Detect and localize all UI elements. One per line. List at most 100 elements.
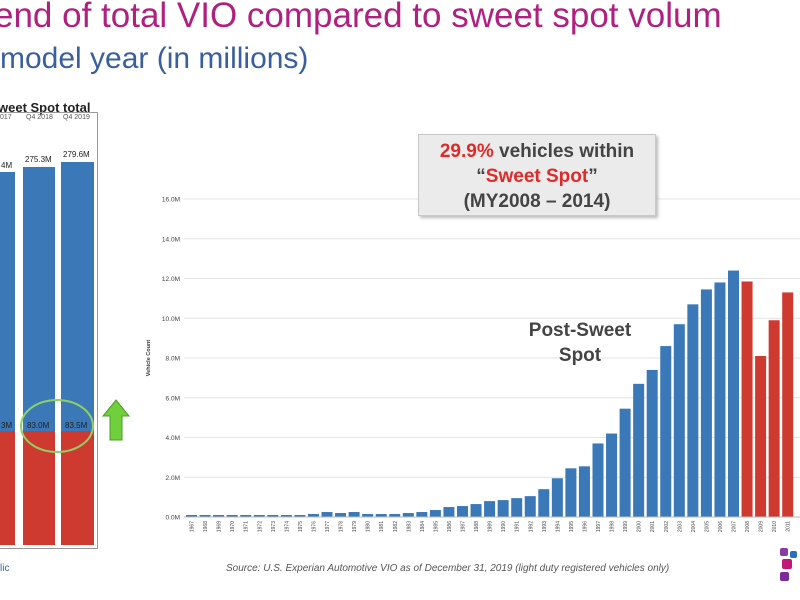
experian-logo-icon	[780, 548, 797, 581]
bar	[497, 500, 509, 517]
x-tick-label: 1992	[528, 521, 534, 532]
x-tick-label: 1968	[203, 521, 209, 532]
bar	[673, 324, 685, 517]
x-tick-label: 1970	[230, 521, 236, 532]
callout-sweet: Sweet Spot	[485, 166, 589, 187]
x-tick-label: 1976	[311, 521, 317, 532]
y-axis-label: Vehicle Count	[146, 340, 152, 377]
bar	[294, 515, 306, 517]
bar	[755, 356, 767, 517]
y-tick-label: 0.0M	[166, 515, 180, 522]
bar	[470, 504, 482, 517]
x-tick-label: 2010	[772, 521, 778, 532]
bar	[240, 515, 252, 517]
bar	[768, 320, 780, 517]
title-line1: end of total VIO compared to sweet spot …	[0, 0, 722, 35]
bar	[375, 514, 387, 517]
total-bar-2018	[23, 167, 55, 431]
y-tick-label: 4.0M	[166, 435, 180, 442]
bar	[186, 515, 197, 517]
bar	[307, 514, 319, 517]
bar	[511, 498, 523, 517]
bar	[443, 507, 455, 517]
callout-quote-close: ”	[588, 166, 598, 187]
x-tick-label: 1985	[433, 521, 439, 532]
y-tick-label: 14.0M	[162, 236, 180, 243]
callout-percent: 29.9%	[439, 141, 494, 162]
x-tick-label: 2003	[677, 521, 683, 532]
bar	[660, 346, 672, 517]
x-tick-label: 1996	[582, 521, 588, 532]
x-tick-label: 2005	[704, 521, 710, 532]
bar	[253, 515, 265, 517]
bar	[714, 282, 726, 517]
callout-line1: 29.9% vehicles within	[419, 139, 655, 164]
x-tick-label: 1974	[284, 521, 290, 532]
bar	[402, 513, 414, 517]
bar	[457, 506, 468, 517]
x-tick-label: 1997	[596, 521, 602, 532]
x-tick-label: 1975	[298, 521, 304, 532]
x-tick-label: 1999	[623, 521, 629, 532]
bar	[389, 514, 401, 517]
bar	[226, 515, 238, 517]
bar	[321, 512, 333, 517]
total-label-2017: 4M	[1, 161, 13, 170]
bar	[700, 289, 712, 517]
x-tick-label: 1998	[610, 521, 616, 532]
quarter-label-2: Q4 2018	[26, 114, 53, 121]
total-bar-2019	[61, 162, 94, 431]
total-bar-2017	[0, 172, 15, 431]
x-tick-label: 1983	[406, 521, 412, 532]
total-label-2018: 275.3M	[25, 155, 52, 164]
x-tick-label: 2006	[718, 521, 724, 532]
x-tick-label: 1973	[271, 521, 277, 532]
x-tick-label: 1995	[569, 521, 575, 532]
x-tick-label: 2008	[745, 521, 751, 532]
sweet-spot-callout: 29.9% vehicles within “Sweet Spot” (MY20…	[418, 134, 656, 216]
x-tick-label: 1987	[461, 521, 467, 532]
bar	[199, 515, 211, 517]
x-tick-label: 1989	[488, 521, 494, 532]
bar	[524, 496, 536, 517]
x-tick-label: 1990	[501, 521, 507, 532]
x-tick-label: 2011	[786, 521, 792, 532]
callout-text1: vehicles within	[493, 141, 635, 162]
left-panel-title: weet Spot total	[0, 100, 90, 115]
bar	[484, 501, 496, 517]
annotation-line1: Post-Sweet	[528, 320, 632, 341]
left-panel-title-part: weet Spot	[0, 100, 60, 115]
source-note: Source: U.S. Experian Automotive VIO as …	[226, 563, 670, 574]
x-tick-label: 2009	[759, 521, 765, 532]
bar	[348, 512, 360, 517]
bar	[741, 281, 753, 517]
sweet-label-2017: 3M	[1, 421, 13, 430]
quarter-label-1: 017	[0, 114, 12, 121]
bar	[416, 512, 428, 517]
sweet-bar-2017	[0, 431, 15, 545]
x-tick-label: 1993	[542, 521, 548, 532]
x-tick-label: 1982	[393, 521, 399, 532]
x-tick-label: 1979	[352, 521, 358, 532]
left-panel-title-total: total	[63, 100, 91, 115]
bar	[687, 304, 699, 517]
highlight-oval	[20, 399, 94, 453]
bar	[335, 513, 347, 517]
y-tick-label: 8.0M	[166, 356, 180, 363]
left-panel-frame	[0, 112, 98, 549]
bar	[728, 270, 739, 517]
y-tick-label: 12.0M	[162, 276, 180, 283]
bar	[578, 466, 590, 517]
up-arrow-icon	[101, 399, 131, 441]
x-tick-label: 1978	[339, 521, 345, 532]
x-tick-label: 2004	[691, 521, 697, 532]
bar	[782, 292, 794, 517]
bar	[538, 489, 550, 517]
callout-line2: “Sweet Spot”	[419, 164, 655, 189]
annotation-line2: Spot	[558, 345, 602, 366]
bar	[633, 383, 645, 517]
title-line2: model year (in millions)	[0, 42, 309, 75]
y-tick-label: 10.0M	[162, 316, 180, 323]
callout-quote-open: “	[476, 166, 486, 187]
